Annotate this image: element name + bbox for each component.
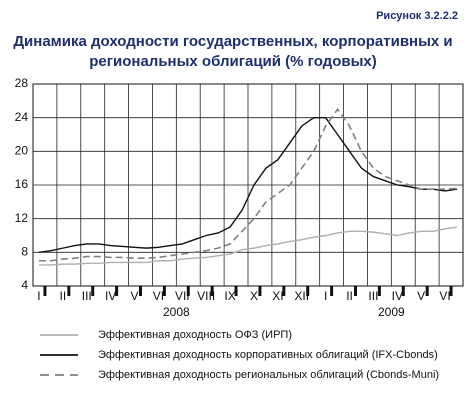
legend-label: Эффективная доходность корпоративных обл… (98, 349, 438, 361)
year-label: 2009 (378, 305, 405, 319)
y-tick-label: 24 (15, 110, 29, 124)
x-tick-label: I (37, 289, 40, 303)
x-tick-label: IV (105, 289, 116, 303)
x-tick-label: VI (439, 289, 450, 303)
y-tick-label: 12 (15, 211, 29, 225)
x-tick-label: X (250, 289, 258, 303)
x-tick-label: IV (392, 289, 403, 303)
x-tick-label: III (368, 289, 378, 303)
legend-label: Эффективная доходность региональных обли… (98, 369, 439, 381)
y-tick-label: 20 (15, 144, 29, 158)
x-tick-label: IX (224, 289, 235, 303)
x-tick-label: XI (272, 289, 283, 303)
y-tick-label: 16 (15, 177, 29, 191)
year-label: 2008 (163, 305, 190, 319)
x-tick-label: II (346, 289, 353, 303)
series-line (38, 107, 458, 262)
series-line (38, 116, 458, 254)
x-tick-label: VII (175, 289, 190, 303)
x-tick-label: XII (294, 289, 309, 303)
legend-label: Эффективная доходность ОФЗ (ИРП) (98, 329, 292, 341)
x-tick-label: V (131, 289, 139, 303)
y-tick-label: 8 (21, 245, 28, 259)
x-tick-label: II (60, 289, 67, 303)
x-tick-label: VI (153, 289, 164, 303)
x-tick-label: V (417, 289, 425, 303)
series-line (38, 226, 458, 266)
y-tick-label: 28 (15, 76, 29, 90)
x-tick-label: I (324, 289, 327, 303)
chart-title: региональных облигаций (% годовых) (89, 53, 376, 70)
x-tick-label: III (82, 289, 92, 303)
x-tick-label: VIII (197, 289, 215, 303)
plot-frame (32, 83, 464, 287)
y-tick-label: 4 (21, 278, 28, 292)
figure-caption: Рисунок 3.2.2.2 (376, 10, 458, 22)
chart-title: Динамика доходности государственных, кор… (13, 33, 452, 50)
